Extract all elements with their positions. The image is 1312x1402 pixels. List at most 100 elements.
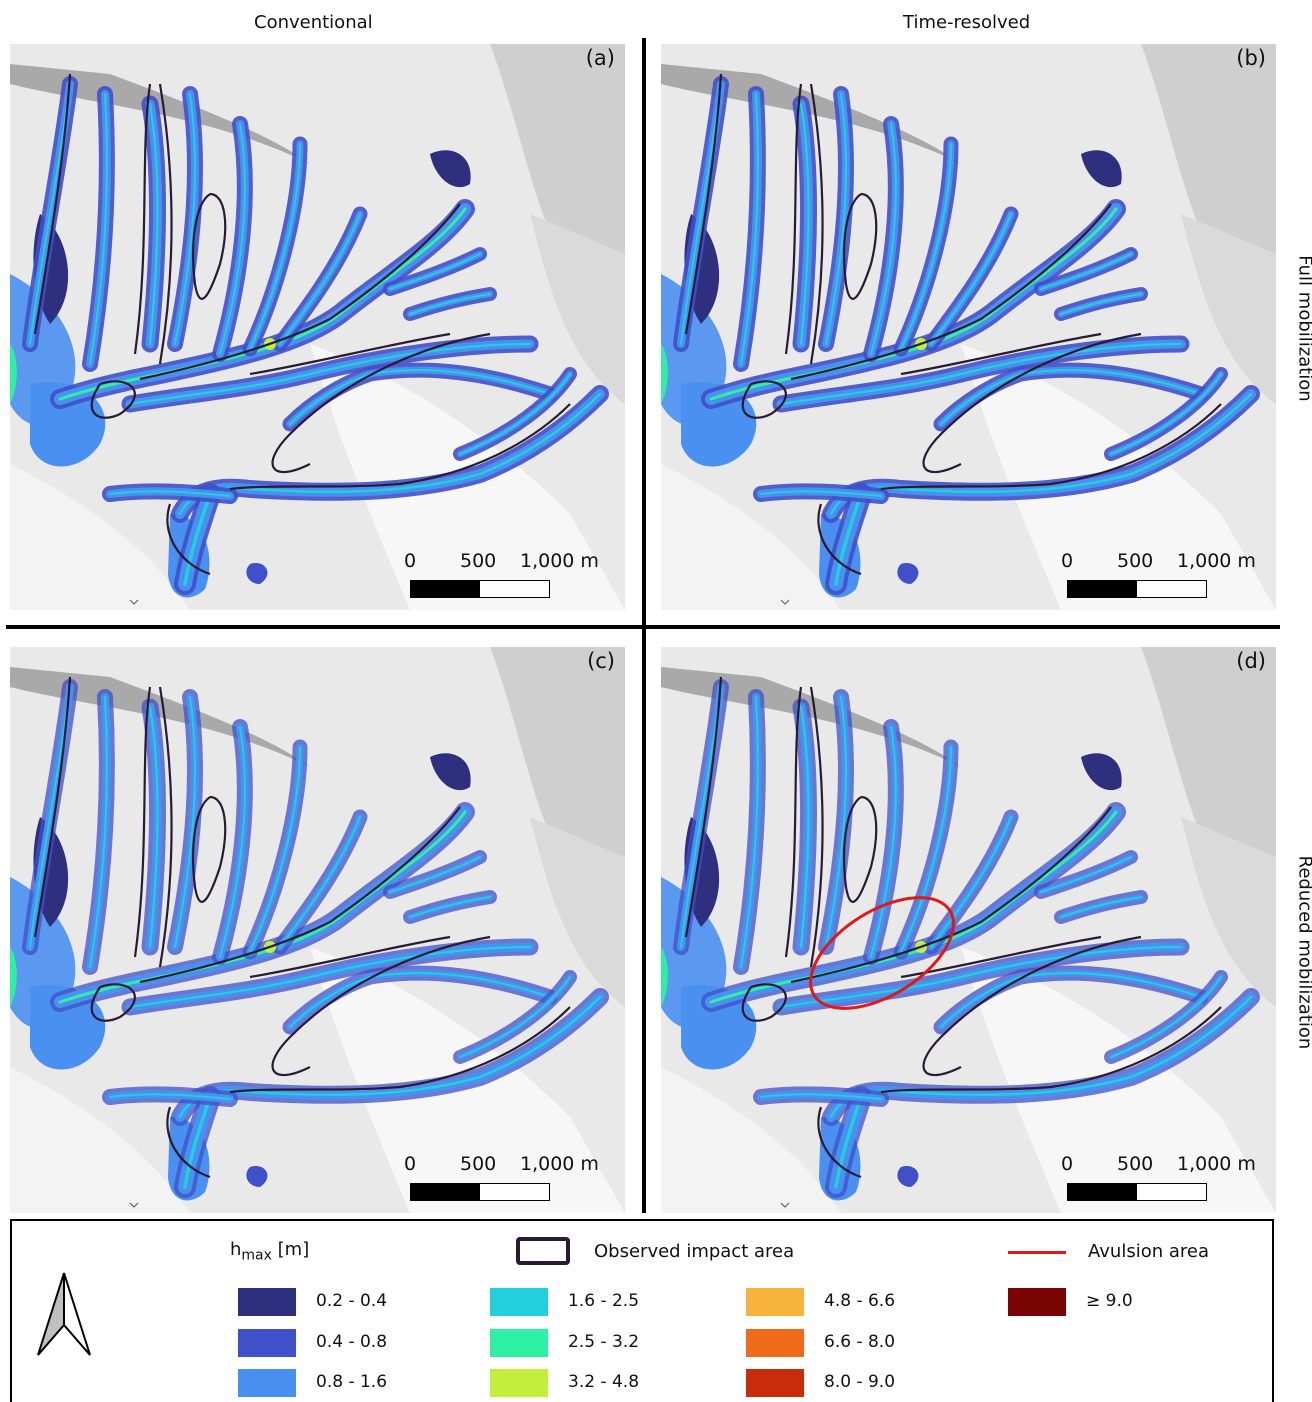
legend-swatch	[490, 1329, 548, 1357]
observed-impact-outline	[880, 1006, 1222, 1094]
observed-impact-outline	[192, 795, 227, 903]
observed-impact-outline	[192, 192, 227, 300]
flow-channel-core	[799, 705, 810, 949]
scale-tick-500: 500	[1117, 550, 1154, 572]
flow-channel-core	[128, 342, 532, 406]
flow-channel-core	[760, 490, 882, 497]
map-panel-a[interactable]: (a) 0 500 1,000 m	[10, 44, 625, 610]
map-panel-c[interactable]: (c) 0 500 1,000 m	[10, 647, 625, 1213]
observed-impact-outline	[133, 83, 152, 355]
flow-channel-core	[279, 816, 361, 948]
observed-impact-outline	[843, 795, 878, 903]
observed-impact-outline	[790, 203, 1112, 381]
flow-channel-core	[1060, 293, 1142, 315]
scale-tick-0: 0	[404, 550, 417, 572]
row-title-reduced-mobilization: Reduced mobilization	[1294, 855, 1312, 1050]
observed-impact-outline	[880, 403, 1222, 491]
flow-area	[430, 753, 471, 791]
legend-class-label: 2.5 - 3.2	[568, 1332, 640, 1352]
observed-impact-outline	[249, 332, 451, 376]
observed-impact-outline	[900, 332, 1102, 376]
map-graphic	[661, 647, 1276, 1213]
flow-channel-core	[219, 726, 246, 958]
hillshade-relief	[10, 1067, 190, 1213]
observed-impact-outline	[922, 935, 1142, 1077]
observed-impact-outline	[790, 806, 1112, 984]
hmax-symbol: h	[230, 1239, 242, 1260]
map-graphic	[10, 44, 625, 610]
scale-tick-500: 500	[460, 1153, 497, 1175]
hillshade-relief	[530, 817, 625, 1007]
legend-class-label: 1.6 - 2.5	[568, 1291, 640, 1311]
flow-channel-core	[148, 102, 159, 346]
scale-tick-0: 0	[1061, 550, 1074, 572]
observed-impact-outline	[784, 686, 803, 958]
observed-impact-outline	[158, 83, 173, 365]
observed-impact-outline	[33, 73, 72, 335]
flow-area	[681, 382, 757, 467]
observed-impact-outline	[741, 983, 787, 1022]
map-tick	[780, 1202, 790, 1208]
flow-area	[661, 344, 668, 404]
flow-channel-core	[740, 696, 759, 968]
flow-area	[30, 382, 106, 467]
flow-area	[1081, 753, 1122, 791]
hillshade-relief	[530, 214, 625, 404]
observed-impact-outline	[139, 806, 461, 984]
legend-swatch	[238, 1369, 296, 1397]
observed-impact-outline	[817, 1106, 862, 1179]
flow-area	[661, 947, 668, 1007]
flow-channel-core	[148, 705, 159, 949]
flow-channel-core	[930, 816, 1012, 948]
legend-swatch	[238, 1288, 296, 1316]
observed-impact-outline	[133, 686, 152, 958]
avulsion-symbol	[1008, 1251, 1066, 1254]
observed-impact-outline	[784, 83, 803, 355]
scale-bar: 0 500 1,000 m	[404, 1153, 624, 1203]
observed-impact-symbol	[516, 1237, 570, 1265]
flow-channel-core	[183, 492, 212, 586]
flow-channel-core	[900, 746, 952, 953]
panel-label: (a)	[585, 46, 615, 70]
legend-swatch	[746, 1288, 804, 1316]
flow-area	[246, 1166, 268, 1187]
legend-class-label: 6.6 - 8.0	[824, 1332, 896, 1352]
flow-channel-core	[289, 369, 551, 425]
flow-channel-core	[459, 976, 571, 1058]
flow-channel-core	[409, 896, 491, 918]
flow-area	[30, 985, 106, 1070]
legend-class-label: ≥ 9.0	[1086, 1291, 1133, 1311]
scale-tick-1000: 1,000 m	[1177, 1153, 1256, 1175]
legend-swatch	[238, 1329, 296, 1357]
observed-impact-outline	[33, 676, 72, 938]
observed-impact-outline	[90, 983, 136, 1022]
observed-impact-outline	[817, 503, 862, 576]
observed-impact-outline	[139, 203, 461, 381]
map-tick	[780, 599, 790, 605]
flow-area	[897, 563, 919, 584]
row-title-full-mobilization: Full mobilization	[1294, 255, 1312, 402]
avulsion-ellipse	[809, 896, 955, 1010]
flow-channel-core	[1110, 373, 1222, 455]
flow-channel-core	[128, 945, 532, 1009]
column-title-conventional: Conventional	[254, 12, 373, 33]
flow-channel-core	[219, 123, 246, 355]
map-panel-b[interactable]: (b) 0 500 1,000 m	[661, 44, 1276, 610]
hmax-subscript: max	[241, 1247, 272, 1264]
flow-area	[10, 947, 17, 1007]
horizontal-divider	[6, 625, 1280, 629]
legend: hmax [m] Observed impact area Avulsion a…	[10, 1219, 1274, 1402]
legend-class-label: 0.8 - 1.6	[316, 1372, 388, 1392]
flow-area	[681, 985, 757, 1070]
flow-channel-core	[799, 102, 810, 346]
observed-impact-outline	[809, 686, 824, 968]
legend-class-label: 4.8 - 6.6	[824, 1291, 896, 1311]
flow-area	[1081, 150, 1122, 188]
flow-area	[246, 563, 268, 584]
observed-impact-outline	[229, 403, 571, 491]
observed-impact-outline	[922, 332, 1142, 474]
observed-impact-outline	[684, 73, 723, 335]
panel-label: (c)	[587, 649, 615, 673]
map-graphic	[661, 44, 1276, 610]
map-panel-d[interactable]: (d) 0 500 1,000 m	[661, 647, 1276, 1213]
